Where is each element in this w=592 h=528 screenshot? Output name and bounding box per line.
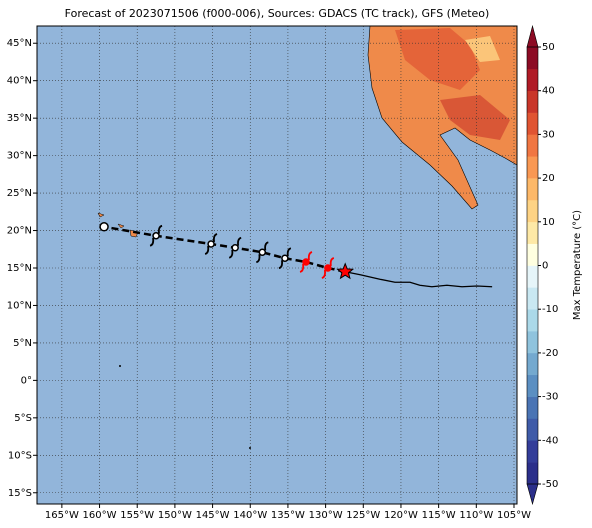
colorbar-label: Max Temperature (°C) — [572, 210, 583, 320]
x-tick-label: 110°W — [459, 510, 493, 521]
colorbar-swatch — [527, 418, 538, 441]
x-tick-label: 135°W — [271, 510, 305, 521]
colorbar-tick-label: -20 — [542, 348, 558, 359]
past-track — [345, 271, 493, 288]
x-tick-label: 105°W — [497, 510, 531, 521]
y-tick-label: 45°N — [7, 38, 32, 49]
symbol-arm — [255, 241, 269, 264]
x-tick-label: 145°W — [196, 510, 230, 521]
colorbar-extend-bottom — [526, 483, 539, 506]
colorbar-swatch — [527, 309, 538, 332]
storm-symbol — [255, 241, 269, 264]
storm-symbol — [228, 236, 242, 259]
colorbar-swatch — [527, 47, 538, 70]
hurricane-symbol — [299, 251, 313, 273]
y-tick-label: 5°N — [13, 338, 32, 349]
colorbar-swatch — [527, 112, 538, 135]
colorbar-swatch — [527, 243, 538, 266]
colorbar-swatch — [527, 156, 538, 179]
x-tick-label: 150°W — [158, 510, 192, 521]
colorbar-swatch — [527, 221, 538, 244]
x-tick-label: 165°W — [45, 510, 79, 521]
symbol-core — [324, 264, 332, 272]
colorbar: 50 40 30 20 10 0 -10 -20 -30 -40 -50 — [526, 24, 558, 506]
symbol-arm — [278, 247, 292, 270]
symbol-core — [281, 254, 289, 263]
x-tick-label: 125°W — [346, 510, 380, 521]
colorbar-tick-label: 0 — [542, 261, 548, 272]
symbol-core — [302, 258, 310, 266]
x-tick-label: 160°W — [83, 510, 117, 521]
y-tick-label: 15°S — [8, 488, 32, 499]
symbol-core — [231, 244, 239, 252]
colorbar-tick-label: -10 — [542, 304, 558, 315]
x-tick-label: 155°W — [120, 510, 154, 521]
colorbar-tick-label: 20 — [542, 173, 555, 184]
land — [97, 25, 518, 449]
symbol-core — [152, 232, 160, 240]
y-tick-label: 20°N — [7, 226, 32, 237]
symbol-arm — [299, 251, 313, 273]
symbol-arm — [149, 224, 163, 247]
colorbar-swatch — [527, 396, 538, 419]
symbol-arm — [204, 233, 218, 255]
hurricane-symbol — [321, 257, 335, 279]
colorbar-tick-label: 30 — [542, 129, 555, 140]
colorbar-tick-label: 50 — [542, 42, 555, 53]
colorbar-tick-label: 10 — [542, 217, 555, 228]
colorbar-swatch — [527, 178, 538, 201]
colorbar-swatch — [527, 287, 538, 310]
y-tick-label: 15°N — [7, 263, 32, 274]
y-tick-label: 10°N — [7, 300, 32, 311]
colorbar-swatch — [527, 265, 538, 288]
storm-symbol — [204, 233, 218, 255]
colorbar-swatch — [527, 440, 538, 463]
chart-title: Forecast of 2023071506 (f000-006), Sourc… — [65, 7, 490, 20]
y-tick-label: 5°S — [14, 413, 32, 424]
symbol-arm — [228, 236, 242, 259]
y-tick-label: 25°N — [7, 188, 32, 199]
colorbar-extend-top — [526, 24, 539, 48]
colorbar-tick-label: -50 — [542, 479, 558, 490]
current-position — [336, 262, 355, 280]
y-tick-label: 40°N — [7, 76, 32, 87]
x-tick-label: 130°W — [309, 510, 343, 521]
y-tick-label: 10°S — [8, 450, 32, 461]
forecast-line — [103, 225, 346, 273]
symbol-arm — [321, 257, 335, 279]
colorbar-tick-label: 40 — [542, 86, 555, 97]
colorbar-swatch — [527, 462, 538, 485]
colorbar-tick-label: -30 — [542, 392, 558, 403]
y-tick-label: 30°N — [7, 151, 32, 162]
symbol-core — [258, 248, 267, 257]
x-tick-label: 140°W — [233, 510, 267, 521]
colorbar-swatch — [527, 90, 538, 113]
track — [99, 222, 493, 288]
final-position — [99, 222, 109, 232]
colorbar-swatch — [527, 134, 538, 157]
grid — [37, 26, 517, 504]
colorbar-swatch — [527, 352, 538, 376]
map-frame — [36, 25, 518, 505]
y-tick-label: 35°N — [7, 113, 32, 124]
symbol-core — [207, 240, 215, 248]
storm-symbol — [278, 247, 292, 270]
colorbar-swatch — [527, 68, 538, 91]
y-tick-label: 0° — [21, 375, 32, 386]
colorbar-swatch — [527, 374, 538, 397]
x-tick-label: 115°W — [422, 510, 456, 521]
colorbar-swatch — [527, 199, 538, 223]
colorbar-swatch — [527, 331, 538, 354]
storm-symbol — [149, 224, 163, 247]
x-tick-label: 120°W — [384, 510, 418, 521]
colorbar-tick-label: -40 — [542, 435, 558, 446]
